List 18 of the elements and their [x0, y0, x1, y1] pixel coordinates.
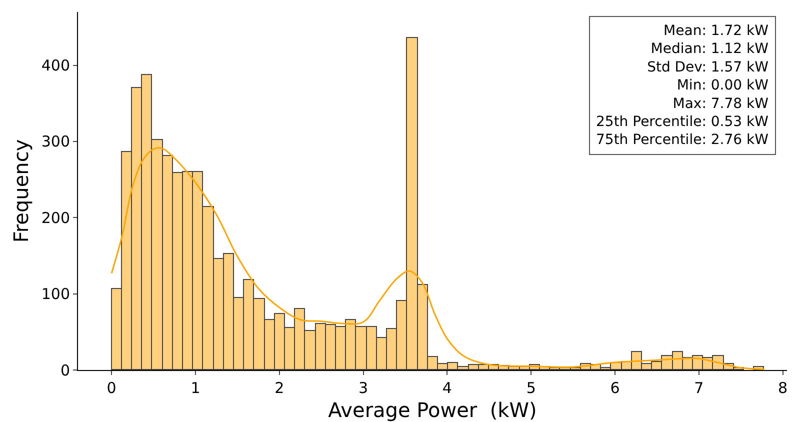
y-tick-label: 0	[60, 361, 70, 380]
y-axis-title: Frequency	[9, 139, 33, 243]
line-series	[110, 148, 766, 370]
x-tick-label: 0	[106, 379, 116, 397]
y-tick-label: 300	[41, 132, 70, 151]
x-tick-label: 8	[778, 379, 788, 397]
x-tick-label: 6	[610, 379, 620, 397]
x-tick-label: 1	[190, 379, 200, 397]
annotation: Mean: 1.72 kW Median: 1.12 kW Std Dev: 1.57 kW Min: 0.00 kW Max: 7.78 kW 25th Percentile: 0.53 kW 75th Percentile: 2.76 kW	[596, 23, 769, 148]
x-axis-title: Average Power (kW)	[328, 398, 537, 422]
y-tick-label: 200	[41, 208, 70, 227]
y-tick-label: 100	[41, 285, 70, 304]
x-tick-label: 4	[442, 379, 452, 397]
x-tick-label: 2	[274, 379, 284, 397]
y-tick-label: 400	[41, 56, 70, 75]
x-tick-label: 3	[358, 379, 368, 397]
x-tick-label: 5	[526, 379, 536, 397]
x-tick-label: 7	[694, 379, 704, 397]
